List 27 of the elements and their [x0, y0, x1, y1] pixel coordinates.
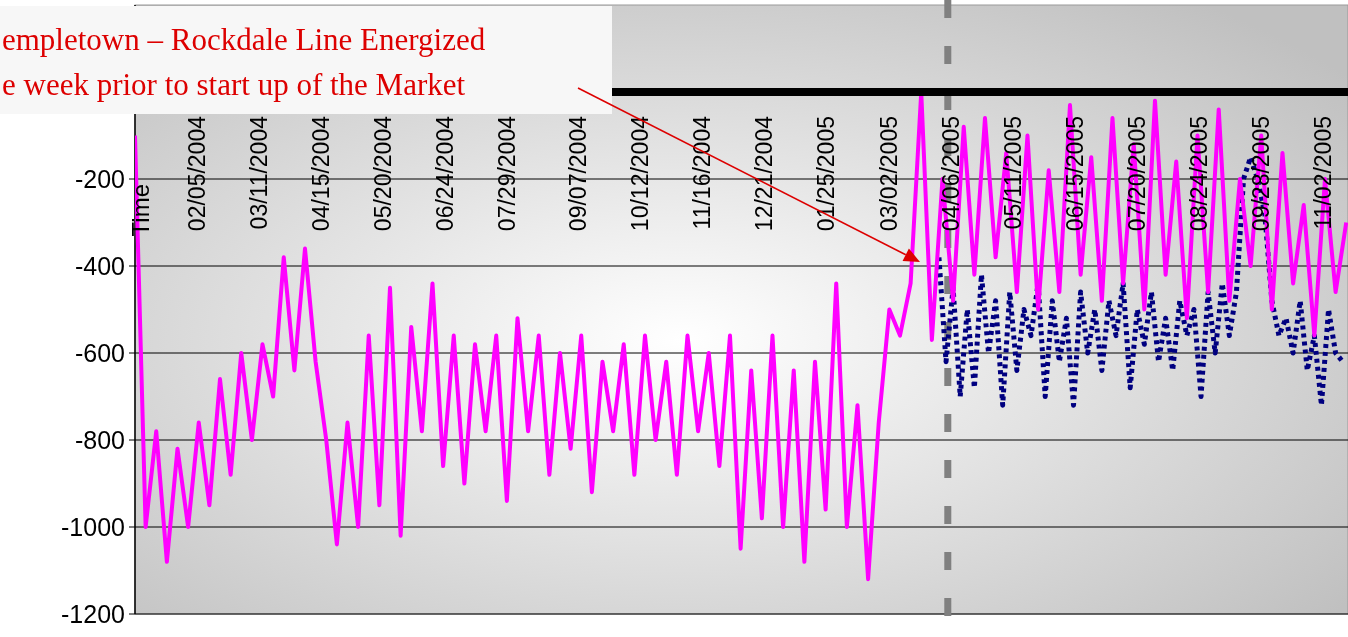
x-tick-label: 08/24/2005	[1186, 116, 1213, 232]
x-tick-label: 02/05/2004	[184, 115, 211, 232]
x-tick-label: 11/02/2005	[1310, 116, 1337, 230]
y-tick-label: -800	[74, 425, 125, 454]
x-tick-label: 05/20/2004	[369, 115, 396, 232]
x-tick-label: 03/02/2005	[876, 116, 903, 232]
x-tick-label: 07/29/2004	[493, 115, 520, 232]
y-tick-label: -1000	[61, 512, 125, 541]
x-tick-label: 11/16/2004	[688, 115, 715, 230]
x-tick-label: 09/07/2004	[564, 115, 591, 232]
x-tick-label: 12/21/2004	[750, 115, 777, 232]
y-tick-label: -200	[74, 164, 125, 193]
x-tick-label: 10/12/2004	[626, 115, 653, 232]
x-tick-label: 06/24/2004	[431, 115, 458, 232]
x-tick-label: 03/11/2004	[246, 115, 273, 230]
x-tick-label: 09/28/2005	[1248, 116, 1275, 232]
annotation: empletown – Rockdale Line Energized e week prior to start up of the Market	[2, 22, 486, 102]
y-tick-label: -400	[74, 251, 125, 280]
x-tick-label: 04/06/2005	[938, 116, 965, 232]
y-tick-label: -1200	[61, 599, 125, 628]
x-tick-label: 01/25/2005	[812, 116, 839, 232]
x-tick-label: 04/15/2004	[307, 115, 334, 232]
x-tick-label: 07/20/2005	[1124, 116, 1151, 232]
x-tick-label: 06/15/2005	[1062, 116, 1089, 232]
y-tick-label: -600	[74, 338, 125, 367]
annotation: Time	[127, 184, 155, 237]
x-tick-label: 05/11/2005	[1000, 116, 1027, 230]
